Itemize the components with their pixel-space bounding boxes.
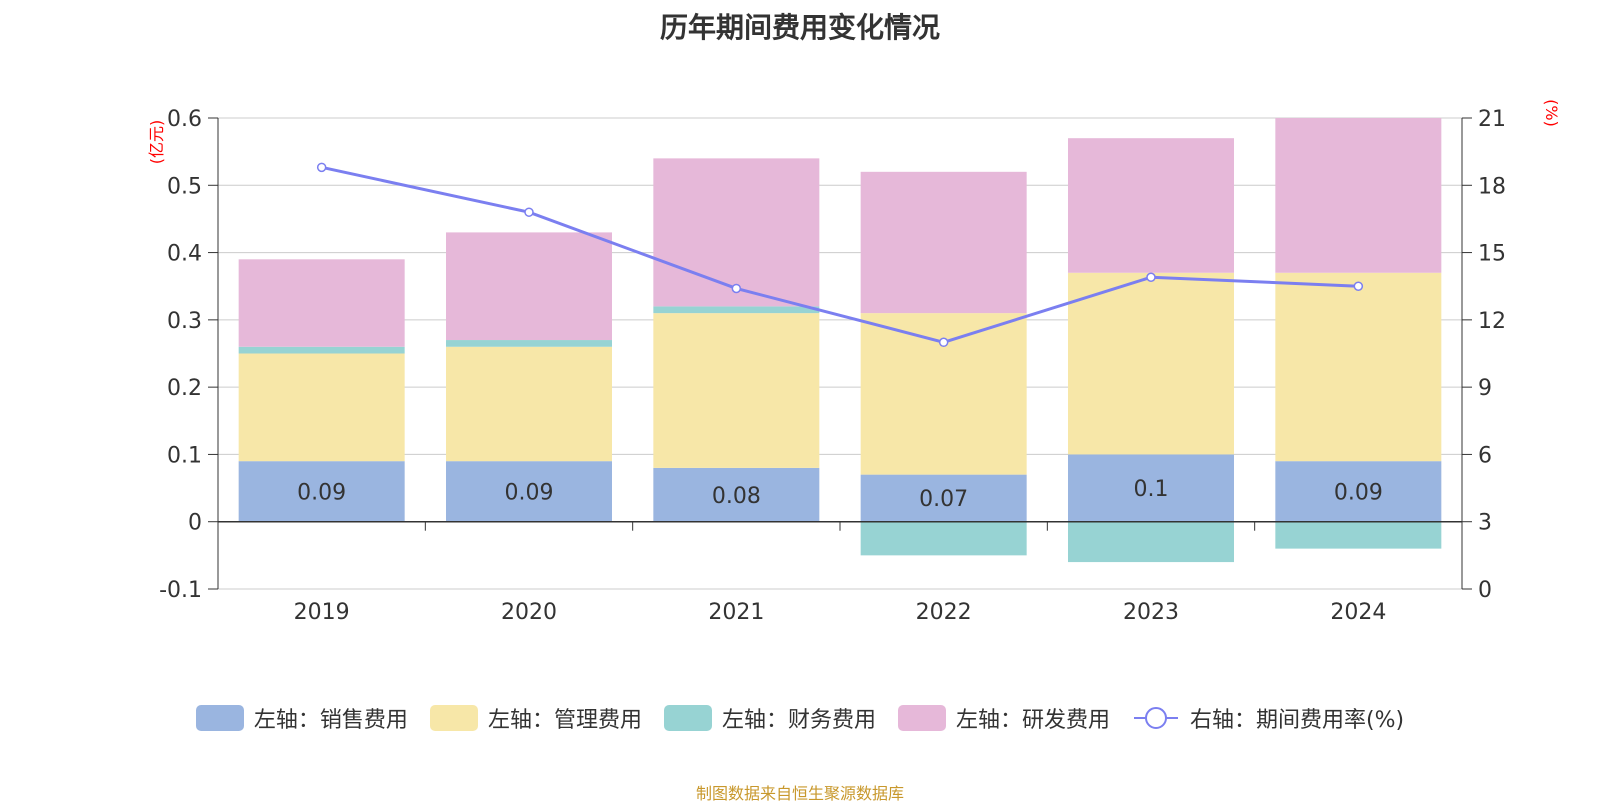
right-axis-tick-label: 9 — [1478, 376, 1492, 401]
legend-label-sales: 左轴：销售费用 — [253, 708, 408, 733]
x-axis-tick-label: 2023 — [1123, 600, 1179, 625]
x-axis-tick-label: 2022 — [916, 600, 972, 625]
data-label-sales: 0.09 — [505, 480, 554, 505]
legend-line-marker-icon — [1133, 707, 1178, 729]
legend-swatch-finance — [663, 705, 712, 731]
left-axis-tick-label: -0.1 — [159, 578, 202, 603]
rate-point-2022 — [938, 337, 949, 348]
left-axis-tick-label: 0.6 — [167, 107, 202, 132]
bar-sales-2019 — [238, 461, 405, 522]
bar-admin-2020 — [446, 346, 612, 462]
legend-item-finance[interactable]: 左轴：财务费用 — [663, 702, 876, 734]
bar-rd-2022 — [860, 171, 1027, 314]
rate-point-2024 — [1353, 281, 1364, 291]
legend-item-sales[interactable]: 左轴：销售费用 — [195, 702, 408, 734]
legend-label-finance: 左轴：财务费用 — [721, 708, 876, 733]
rate-point-2019 — [316, 162, 327, 173]
bar-finance-2024 — [1275, 521, 1442, 549]
legend-item-rd[interactable]: 左轴：研发费用 — [897, 702, 1110, 734]
left-axis-tick-label: 0.1 — [167, 443, 202, 468]
bar-admin-2024 — [1275, 272, 1442, 462]
legend-swatch-sales — [195, 705, 244, 731]
rate-line — [321, 165, 1359, 344]
bar-finance-2021 — [653, 306, 820, 314]
bar-sales-2023 — [1068, 454, 1234, 522]
bar-finance-2019 — [238, 346, 405, 354]
legend-item-admin[interactable]: 左轴：管理费用 — [429, 702, 642, 734]
right-axis-tick-label: 12 — [1478, 309, 1506, 334]
right-axis-tick-label: 21 — [1478, 107, 1506, 132]
legend-label-rd: 左轴：研发费用 — [955, 708, 1110, 733]
left-axis-unit: (亿元) — [147, 120, 166, 165]
bar-admin-2019 — [238, 353, 405, 462]
right-axis-tick-label: 0 — [1478, 578, 1492, 603]
data-label-sales: 0.09 — [297, 480, 346, 505]
data-label-sales: 0.09 — [1334, 480, 1383, 505]
left-axis-tick-label: 0.3 — [167, 309, 202, 334]
bar-sales-2021 — [653, 467, 820, 522]
left-axis-tick-label: 0 — [188, 511, 202, 536]
bar-finance-2022 — [860, 521, 1027, 556]
left-axis-tick-label: 0.2 — [167, 376, 202, 401]
data-label-sales: 0.08 — [712, 484, 761, 509]
data-source-footer: 制图数据来自恒生聚源数据库 — [695, 784, 904, 803]
rate-point-2021 — [731, 283, 742, 294]
x-axis-tick-label: 2020 — [501, 600, 557, 625]
bar-finance-2020 — [446, 340, 612, 347]
right-axis-tick-label: 18 — [1478, 174, 1506, 199]
bar-admin-2021 — [653, 313, 820, 468]
right-axis-unit: (%) — [1542, 99, 1561, 127]
legend-label-rate: 右轴：期间费用率(%) — [1189, 708, 1405, 733]
x-axis-tick-label: 2019 — [294, 600, 350, 625]
right-axis-tick-label: 6 — [1478, 443, 1492, 468]
bar-admin-2023 — [1068, 272, 1234, 455]
right-axis-tick-label: 15 — [1478, 242, 1506, 267]
bar-sales-2020 — [446, 461, 612, 522]
left-axis-tick-label: 0.5 — [167, 174, 202, 199]
chart-title: 历年期间费用变化情况 — [659, 11, 940, 44]
bar-rd-2023 — [1068, 138, 1234, 273]
data-label-sales: 0.07 — [919, 487, 968, 512]
rate-point-2020 — [524, 207, 534, 217]
bar-finance-2023 — [1068, 521, 1234, 563]
data-label-sales: 0.1 — [1134, 477, 1169, 502]
bar-sales-2024 — [1275, 461, 1442, 522]
bar-admin-2022 — [860, 313, 1027, 475]
legend-swatch-admin — [429, 705, 478, 731]
right-axis-tick-label: 3 — [1478, 511, 1492, 536]
left-axis-tick-label: 0.4 — [167, 242, 202, 267]
x-axis-tick-label: 2024 — [1330, 600, 1386, 625]
legend-label-admin: 左轴：管理费用 — [487, 708, 642, 733]
x-axis-tick-label: 2021 — [708, 600, 764, 625]
bar-rd-2020 — [446, 232, 612, 341]
bar-rd-2019 — [238, 259, 405, 347]
legend-item-rate[interactable]: 右轴：期间费用率(%) — [1132, 702, 1404, 734]
legend-swatch-rd — [897, 705, 946, 731]
chart-legend: 左轴：销售费用 左轴：管理费用 左轴：财务费用 左轴：研发费用 右轴：期间费用率… — [0, 702, 1600, 734]
rate-point-2023 — [1146, 272, 1156, 282]
bar-rd-2024 — [1275, 118, 1442, 273]
bar-sales-2022 — [860, 474, 1027, 522]
bar-rd-2021 — [653, 158, 820, 307]
